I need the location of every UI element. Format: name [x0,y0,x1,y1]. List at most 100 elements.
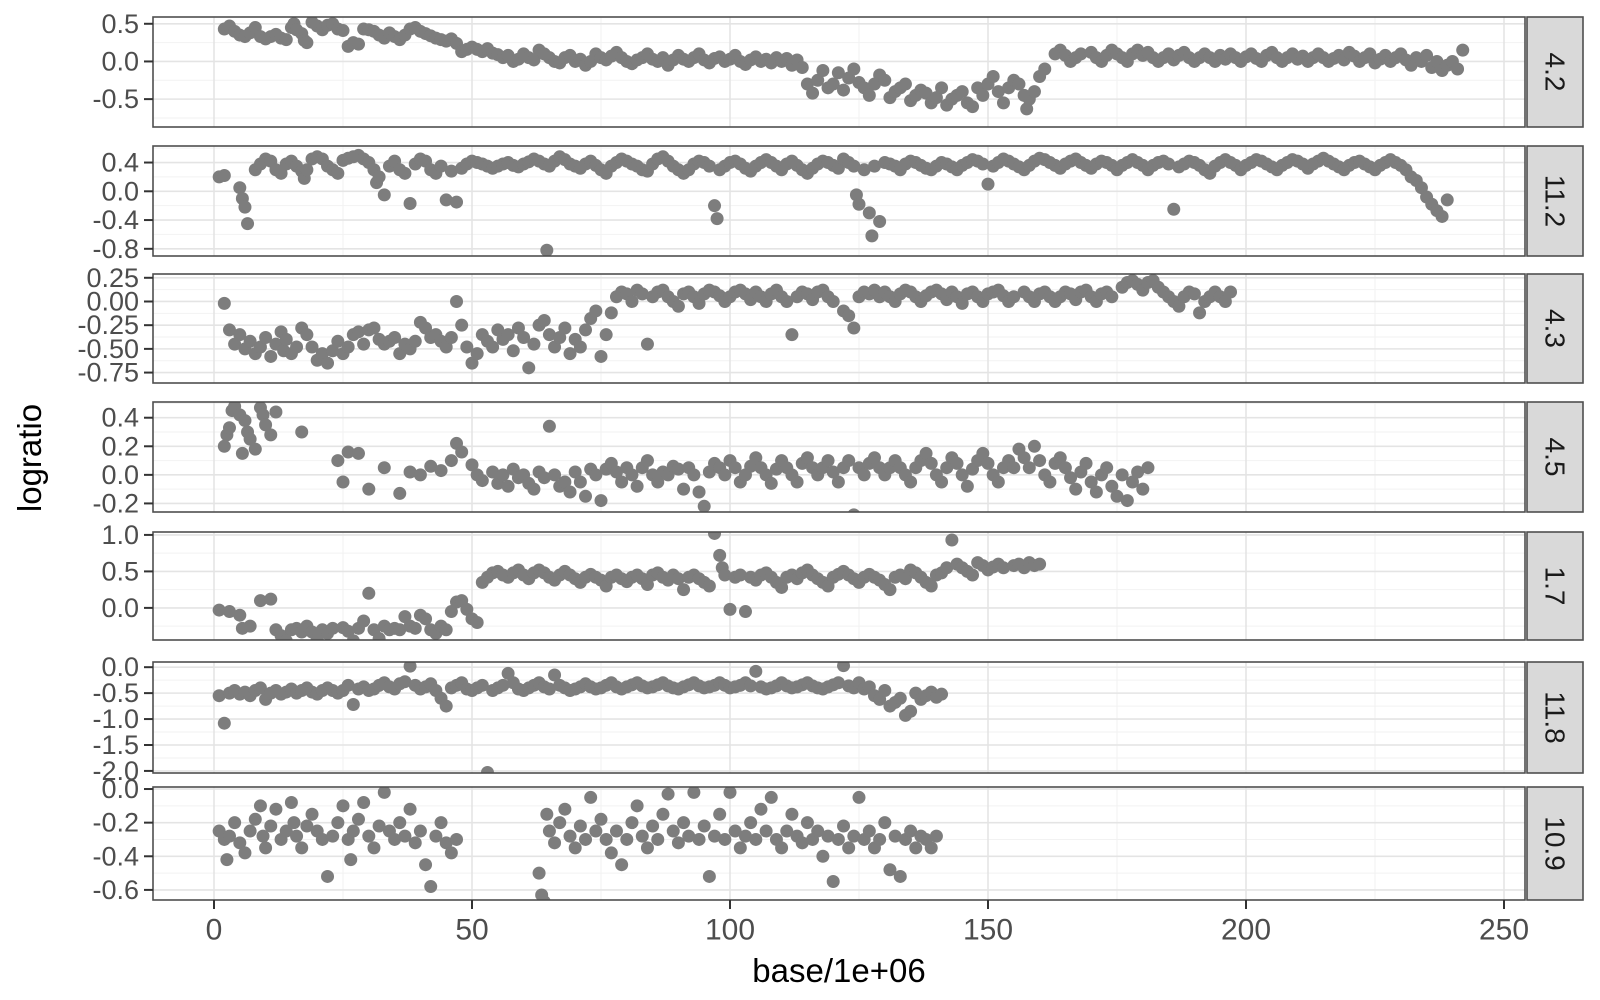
data-point [940,461,954,475]
data-point [496,678,510,692]
facet-1.7: 1.0 0.5 0.0 1.7 [101,520,1584,641]
y-tick-label: 0.4 [101,403,139,433]
data-points [212,148,1454,256]
data-points [217,402,1155,512]
y-tick-label: 0.0 [101,176,139,206]
facet-strip [1526,273,1584,384]
data-point [372,632,386,640]
data-point [738,605,752,619]
data-point [222,605,236,619]
data-point [1069,482,1083,496]
data-point [604,846,618,860]
data-point [295,841,309,855]
data-point [935,475,949,489]
data-point [279,33,293,47]
data-point [852,197,866,211]
y-tick-label: -0.75 [77,358,139,388]
data-point [300,36,314,50]
data-point [475,474,489,488]
data-point [408,621,422,635]
data-point [1224,285,1238,299]
data-point [785,328,799,342]
data-point [837,819,851,833]
data-point [424,880,438,894]
data-point [692,296,706,310]
data-point [264,349,278,363]
data-point [1033,454,1047,468]
data-point [217,168,231,182]
data-point [702,579,716,593]
data-point [865,229,879,243]
data-point [1172,299,1186,313]
data-point [542,824,556,838]
data-point [243,432,257,446]
data-point [986,70,1000,84]
data-point [749,832,763,846]
data-point [287,816,301,830]
data-point [862,88,876,102]
data-point [790,475,804,489]
data-point [540,807,554,821]
data-point [764,476,778,490]
data-point [367,321,381,335]
data-point [1451,62,1465,76]
data-point [460,340,474,354]
y-tick-label: -1.5 [92,730,139,760]
data-point [341,340,355,354]
y-tick-label: 0.0 [101,460,139,490]
data-point [857,468,871,482]
data-point [253,340,267,354]
data-point [403,465,417,479]
panel-border [152,531,1526,641]
data-point [470,615,484,629]
data-point [584,790,598,804]
data-point [1435,209,1449,223]
data-point [1007,461,1021,475]
data-point [873,214,887,228]
data-point [573,340,587,354]
data-point [821,454,835,468]
data-point [1053,451,1067,465]
data-point [579,323,593,337]
data-point [929,91,943,105]
data-point [506,344,520,358]
data-point [522,361,536,375]
data-point [1136,482,1150,496]
data-point [362,829,376,843]
data-point [867,159,881,173]
data-point [594,349,608,363]
data-point [1105,479,1119,493]
x-tick-label: 100 [705,914,755,947]
data-point [351,446,365,460]
data-point [424,459,438,473]
data-point [212,689,226,703]
data-point [609,824,623,838]
data-point [1027,85,1041,99]
data-point [321,356,335,370]
data-point [702,869,716,883]
data-point [377,787,391,799]
data-point [955,296,969,310]
data-point [388,832,402,846]
data-point [671,572,685,586]
data-point [1027,439,1041,453]
data-point [847,62,861,76]
data-point [542,682,556,696]
y-tick-label: -2.0 [92,756,139,786]
y-tick-label: 0.2 [101,431,139,461]
data-point [259,418,273,432]
y-tick-label: -0.4 [92,841,139,871]
data-point [702,159,716,173]
data-point [419,858,433,872]
data-point [862,824,876,838]
y-tick-label: 0.5 [101,9,139,39]
data-point [599,328,613,342]
y-tick-label: 0.25 [86,263,139,293]
data-point [388,331,402,345]
data-point [429,829,443,843]
data-point [708,829,722,843]
data-point [816,849,830,863]
data-point [728,824,742,838]
data-point [450,832,464,846]
